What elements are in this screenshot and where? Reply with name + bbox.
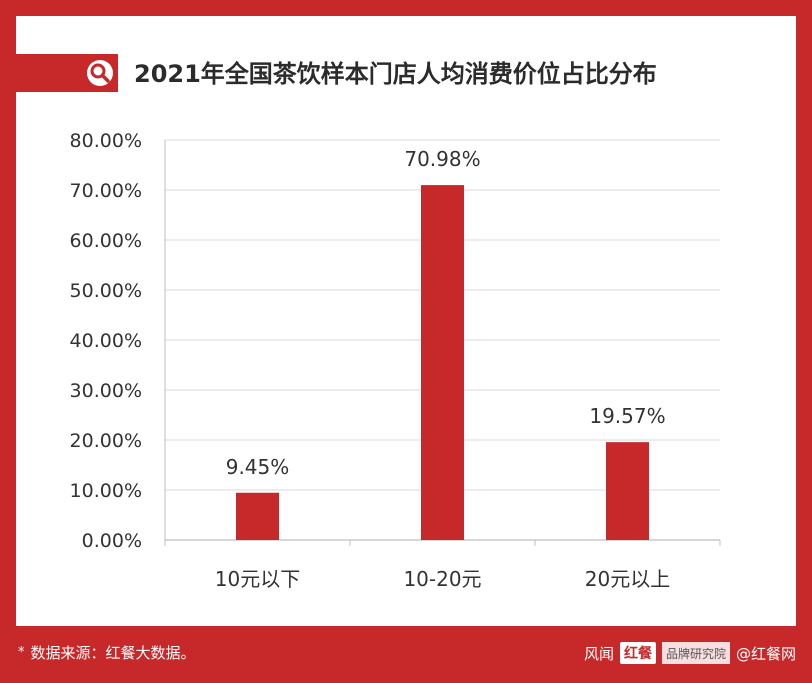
watermark-handle: @红餐网 [735, 644, 796, 663]
y-tick-label: 20.00% [70, 430, 142, 452]
y-tick-label: 50.00% [70, 280, 142, 302]
data-label: 70.98% [404, 147, 480, 171]
footnote-star: * [18, 645, 25, 660]
watermark-sub: 品牌研究院 [661, 642, 730, 664]
watermark-logo: 红餐 [619, 642, 656, 664]
bar [606, 442, 649, 540]
chart-title: 2021年全国茶饮样本门店人均消费价位占比分布 [134, 60, 657, 88]
data-source-text: 数据来源：红餐大数据。 [30, 644, 196, 662]
data-source-note: * 数据来源：红餐大数据。 [18, 641, 196, 665]
y-tick-label: 10.00% [70, 480, 142, 502]
y-tick-label: 0.00% [82, 530, 142, 552]
bar [421, 185, 464, 540]
x-tick-label: 20元以上 [585, 567, 670, 591]
y-tick-label: 40.00% [70, 330, 142, 352]
data-label: 9.45% [226, 455, 290, 479]
data-label: 19.57% [589, 404, 665, 428]
search-icon [82, 54, 118, 92]
x-tick-label: 10元以下 [215, 567, 300, 591]
y-tick-label: 30.00% [70, 380, 142, 402]
y-tick-label: 80.00% [70, 130, 142, 152]
y-tick-label: 70.00% [70, 180, 142, 202]
bar [236, 492, 279, 540]
watermark-prefix: 风闻 [583, 644, 614, 663]
chart-panel: 2021年全国茶饮样本门店人均消费价位占比分布 [16, 16, 796, 626]
x-tick-label: 10-20元 [403, 567, 481, 591]
y-tick-label: 60.00% [70, 230, 142, 252]
watermark: 风闻 红餐 品牌研究院 @红餐网 [584, 638, 796, 668]
